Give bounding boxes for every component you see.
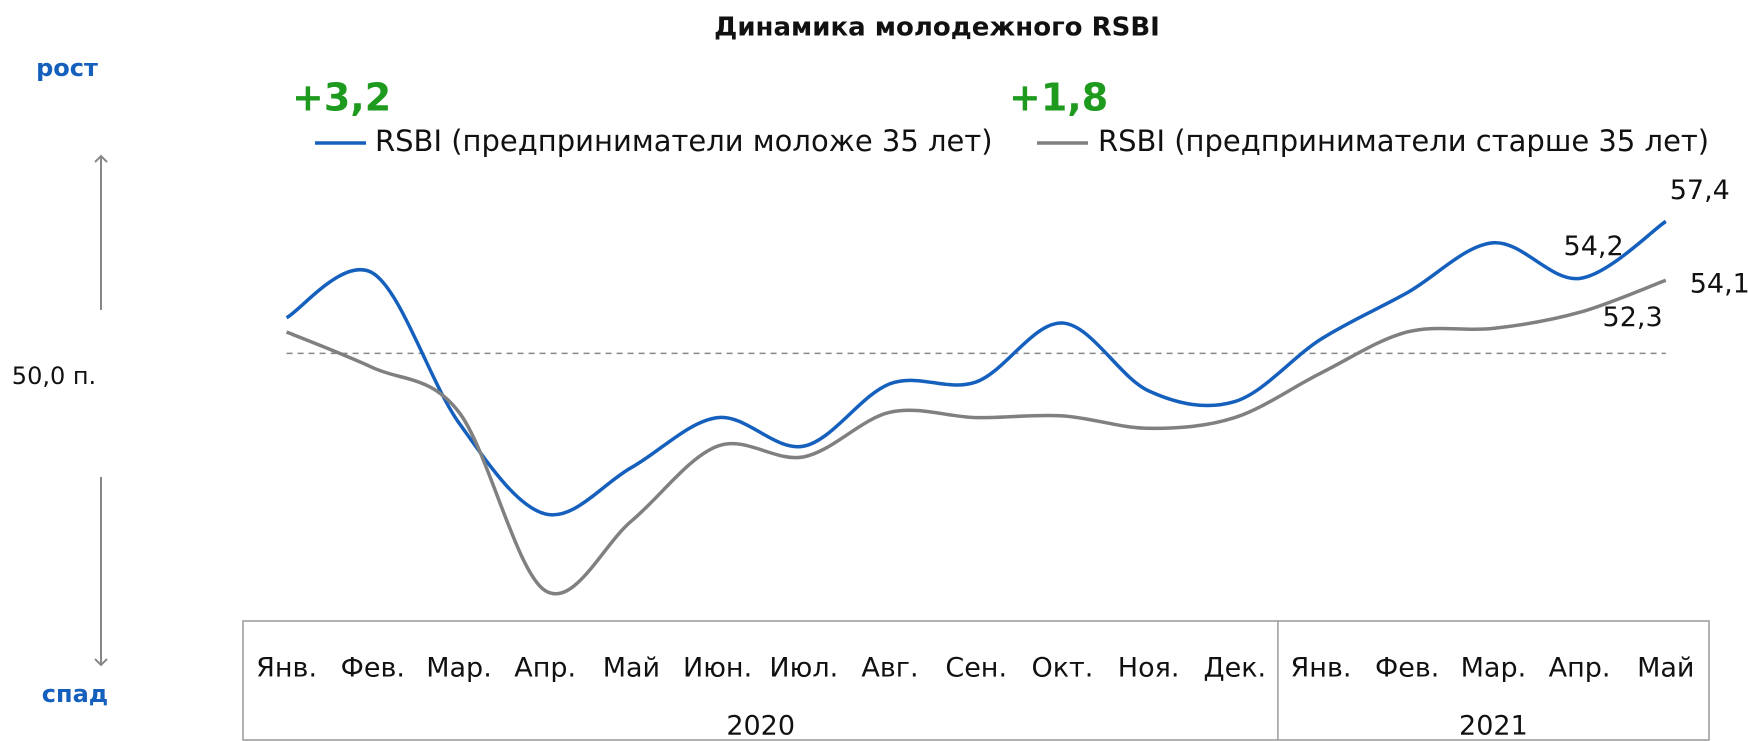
change-annotation: +1,8 bbox=[1009, 76, 1108, 120]
axis-table bbox=[242, 620, 1710, 741]
series-line bbox=[285, 278, 1667, 596]
x-tick-label: Май bbox=[1637, 653, 1694, 684]
up-label: рост bbox=[36, 54, 98, 82]
x-tick-label: Мар. bbox=[1461, 653, 1527, 684]
legend-label: RSBI (предприниматели моложе 35 лет) bbox=[375, 124, 993, 158]
x-tick-label: Апр. bbox=[514, 653, 576, 684]
x-tick-label: Окт. bbox=[1031, 653, 1093, 684]
chart-title: Динамика молодежного RSBI bbox=[714, 13, 1160, 43]
down-label: спад bbox=[42, 680, 108, 708]
change-annotation: +3,2 bbox=[292, 76, 391, 120]
reference-label: 50,0 п. bbox=[12, 362, 96, 390]
x-tick-label: Апр. bbox=[1549, 653, 1611, 684]
legend-label: RSBI (предприниматели старше 35 лет) bbox=[1098, 124, 1709, 158]
x-tick-label: Июл. bbox=[769, 653, 838, 684]
value-label: 52,3 bbox=[1603, 302, 1663, 333]
x-tick-label: Мар. bbox=[426, 653, 492, 684]
x-tick-label: Фев. bbox=[341, 653, 405, 684]
x-tick-label: Дек. bbox=[1203, 653, 1266, 684]
x-tick-label: Янв. bbox=[1291, 653, 1352, 684]
x-tick-label: Июн. bbox=[683, 653, 752, 684]
year-label: 2020 bbox=[726, 711, 795, 741]
value-label: 54,2 bbox=[1564, 231, 1624, 262]
x-tick-label: Май bbox=[603, 653, 660, 684]
year-label: 2021 bbox=[1459, 711, 1528, 741]
value-label: 54,1 bbox=[1690, 269, 1748, 300]
series-line bbox=[285, 219, 1667, 517]
x-tick-label: Ноя. bbox=[1118, 653, 1180, 684]
x-tick-label: Янв. bbox=[256, 653, 317, 684]
x-tick-label: Авг. bbox=[861, 653, 918, 684]
x-tick-label: Сен. bbox=[945, 653, 1007, 684]
x-tick-label: Фев. bbox=[1375, 653, 1439, 684]
value-label: 57,4 bbox=[1670, 175, 1730, 206]
